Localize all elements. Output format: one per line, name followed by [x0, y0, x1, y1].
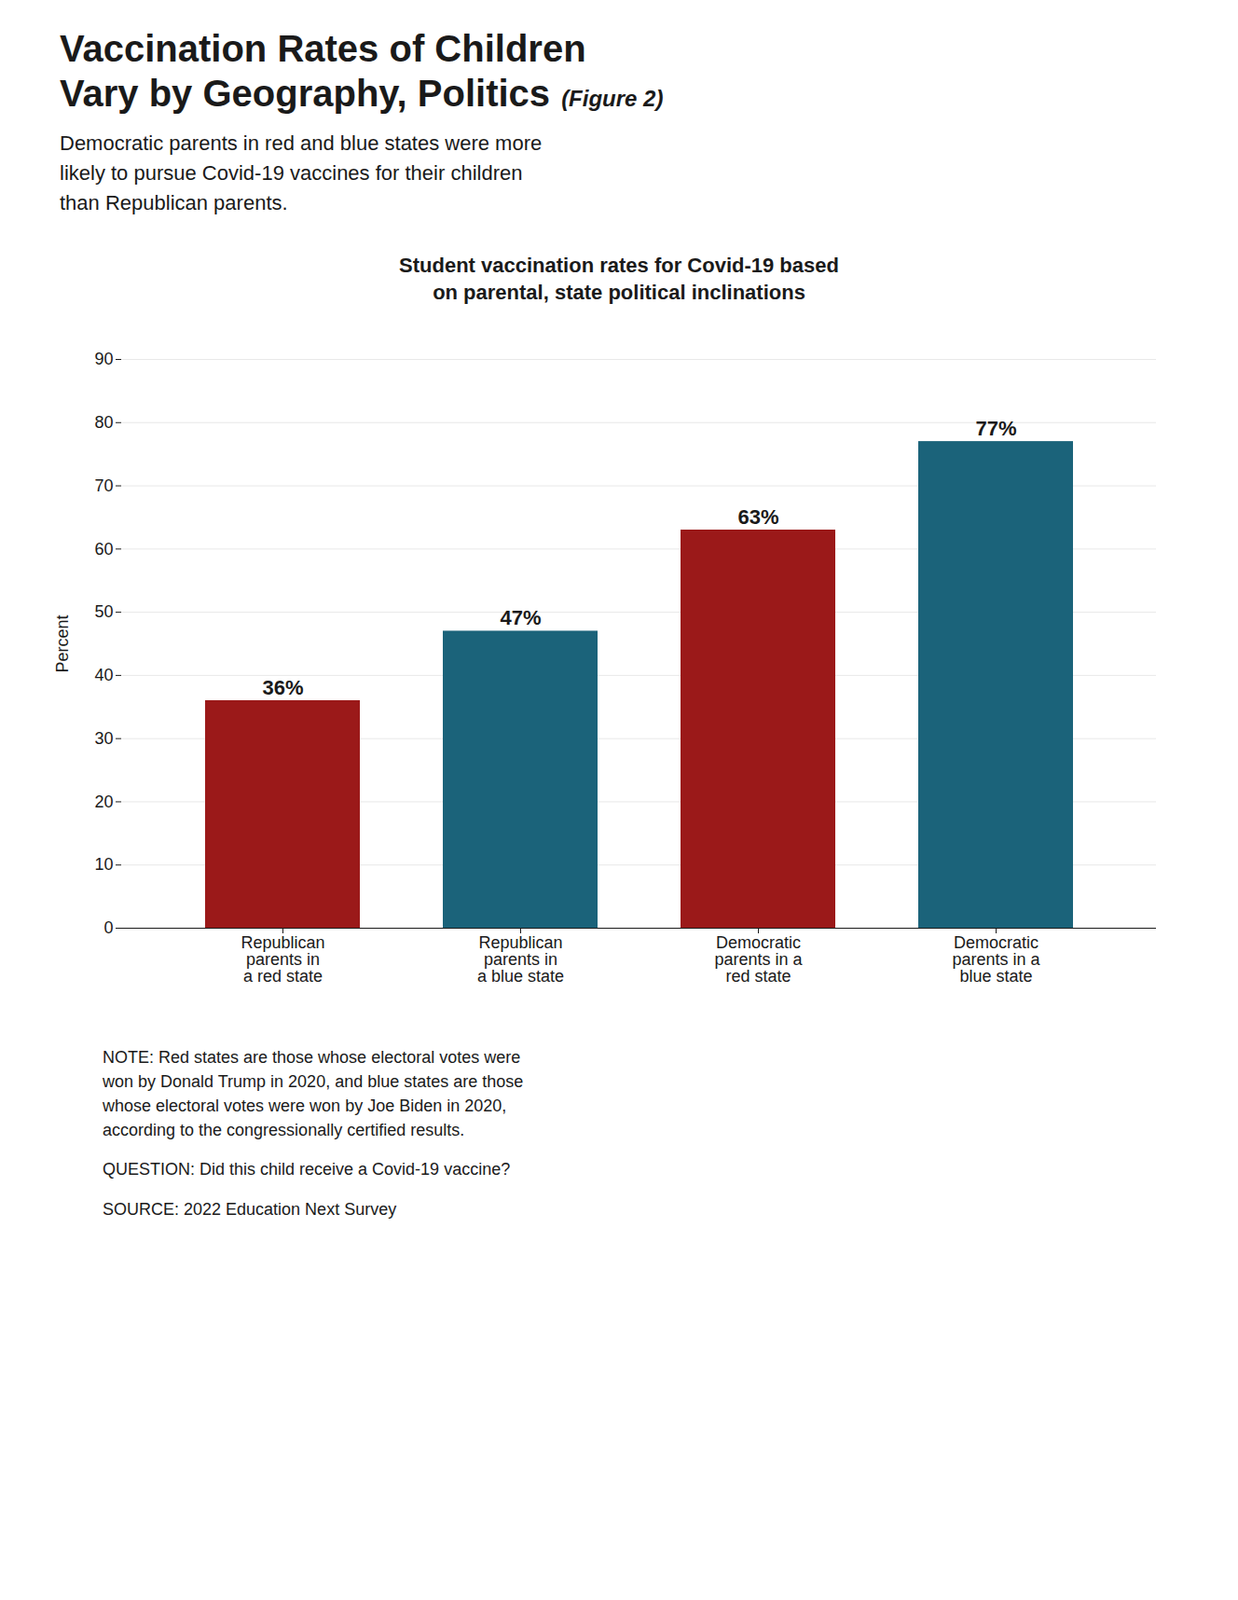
svg-text:40: 40	[94, 665, 113, 685]
svg-text:60: 60	[94, 539, 113, 559]
svg-text:Democraticparents in ablue sta: Democraticparents in ablue state	[951, 933, 1041, 986]
svg-text:90: 90	[94, 349, 113, 369]
svg-text:77%: 77%	[975, 416, 1017, 441]
svg-text:20: 20	[94, 792, 113, 812]
html-text:Vaccination Rates of Children: Vaccination Rates of Children Vary by Ge…	[59, 27, 664, 114]
svg-text:36%: 36%	[261, 675, 303, 700]
svg-text:Percent: Percent	[53, 615, 72, 674]
html-text:QUESTION: Did this child recei: QUESTION: Did this child receive a Covid…	[102, 1160, 511, 1179]
svg-text:63%: 63%	[737, 505, 779, 529]
svg-text:0: 0	[103, 918, 113, 937]
svg-text:50: 50	[94, 602, 113, 621]
html-text:Student vaccination rates for: Student vaccination rates for Covid-19 b…	[398, 253, 840, 305]
svg-text:10: 10	[94, 855, 113, 875]
svg-text:47%: 47%	[499, 605, 541, 630]
svg-text:Republicanparents ina red stat: Republicanparents ina red state	[240, 933, 325, 986]
svg-text:Democraticparents in ared stat: Democraticparents in ared state	[714, 933, 803, 986]
html-text:NOTE: Red states are those who: NOTE: Red states are those whose elector…	[102, 1047, 524, 1140]
svg-text:30: 30	[94, 729, 113, 748]
html-text:SOURCE: 2022 Education Next Su: SOURCE: 2022 Education Next Survey	[102, 1199, 397, 1218]
svg-text:Republicanparents ina blue sta: Republicanparents ina blue state	[477, 933, 564, 986]
svg-text:80: 80	[94, 412, 113, 432]
html-text:Democratic parents in red and: Democratic parents in red and blue state…	[59, 131, 542, 215]
svg-text:70: 70	[94, 476, 113, 496]
